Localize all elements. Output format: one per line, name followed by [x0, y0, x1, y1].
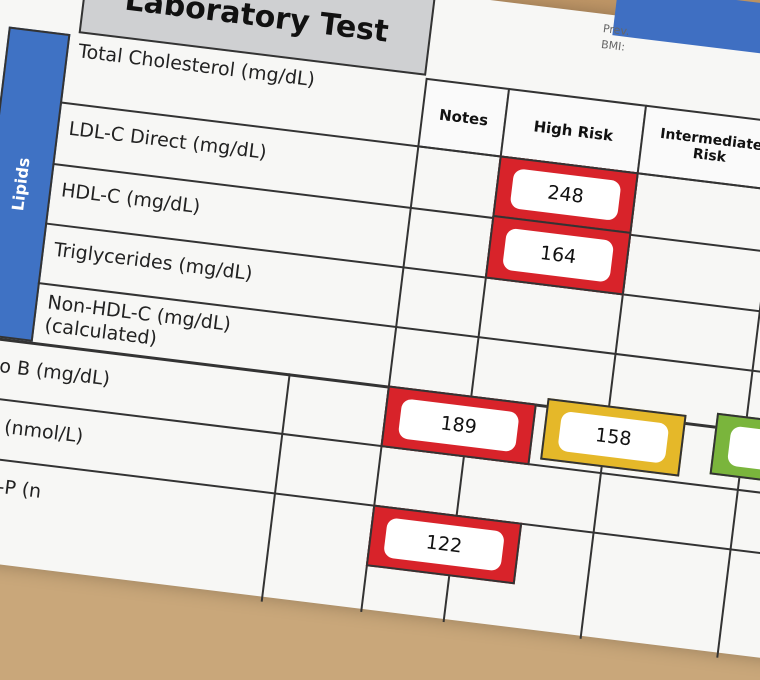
apo-b-intermediate-value: 158: [557, 410, 670, 464]
ldl-c-value: 248: [509, 168, 622, 222]
row-label-lp-a: -P (nmol/L): [0, 413, 85, 448]
row-label-ldl-p: DL-P (n: [0, 472, 43, 503]
ldl-p-value: 122: [383, 517, 506, 572]
ldl-p-high-risk-cell: 122: [365, 504, 523, 585]
header-color-strip: [612, 0, 760, 72]
row-label-apo-b: po B (mg/dL): [0, 353, 112, 391]
prev-label: Prev.: [602, 22, 631, 39]
column-divider: [716, 121, 760, 658]
bmi-label: BMI:: [600, 37, 626, 54]
lipids-section-label: Lipids: [8, 156, 34, 212]
column-divider: [260, 373, 291, 602]
header-intermediate-risk: Intermediate Risk: [636, 104, 760, 192]
header-notes: Notes: [417, 77, 511, 158]
apo-b-low-value: 59: [726, 425, 760, 479]
hdl-c-value: 164: [501, 227, 615, 283]
row-label-hdl-c: HDL-C (mg/dL): [60, 179, 202, 219]
apo-b-high-risk-cell: 189: [380, 385, 537, 466]
apo-b-intermediate-cell: 158: [540, 397, 687, 477]
apo-b-low-risk-cell: 59: [709, 412, 760, 492]
report-title: Laboratory Test: [122, 0, 391, 50]
apo-b-high-value: 189: [397, 398, 520, 453]
